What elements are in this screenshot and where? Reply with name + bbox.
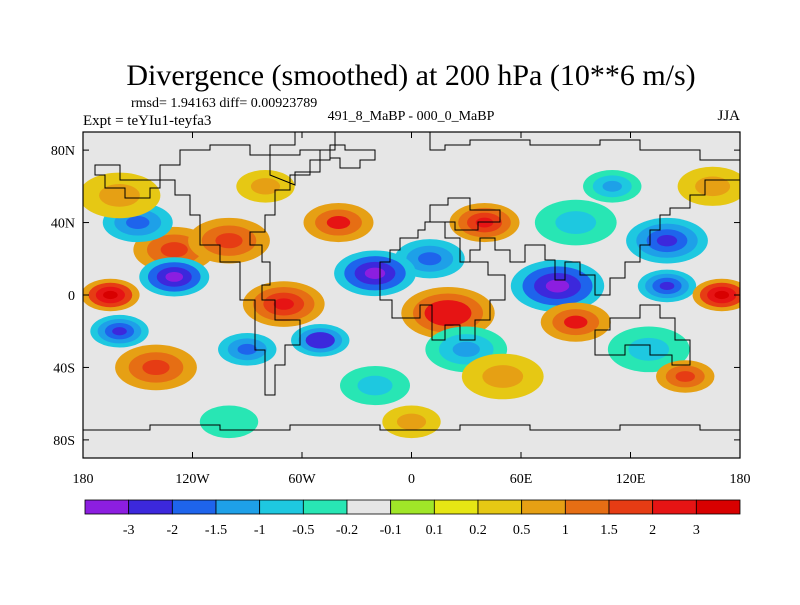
field-contour-22-3 — [312, 336, 328, 345]
field-contour-21-3 — [112, 327, 127, 336]
colorbar-swatch-3 — [215, 499, 261, 515]
field-contour-25-2 — [142, 359, 170, 376]
center-string: 491_8_MaBP - 000_0_MaBP — [328, 109, 495, 124]
x-tick-label-1: 120W — [175, 472, 210, 487]
colorbar-swatch-12 — [608, 499, 654, 515]
x-tick-label-3: 0 — [408, 472, 415, 487]
field-contour-9-1 — [695, 176, 731, 197]
field-contour-20-3 — [714, 290, 730, 300]
colorbar-label-3: -1 — [254, 523, 266, 538]
divergence-field — [83, 166, 740, 439]
field-contour-10-2 — [602, 180, 622, 192]
stats-line: rmsd= 1.94163 diff= 0.00923789 — [131, 96, 317, 111]
colorbar-swatch-13 — [652, 499, 697, 515]
field-contour-18-3 — [436, 306, 460, 320]
right-string: JJA — [717, 108, 740, 124]
x-tick-label-0: 180 — [73, 472, 94, 487]
colorbar-swatch-11 — [564, 499, 610, 515]
colorbar-swatch-0 — [84, 499, 130, 515]
field-contour-14-3 — [545, 279, 570, 293]
field-contour-2-2 — [126, 216, 150, 230]
field-contour-30-1 — [396, 413, 427, 430]
y-tick-label-4: 80S — [53, 434, 75, 449]
x-tick-label-2: 60W — [288, 472, 316, 487]
field-contour-28-2 — [675, 371, 695, 382]
colorbar-swatch-14 — [695, 499, 741, 515]
colorbar-swatch-4 — [259, 499, 304, 515]
y-tick-label-0: 80N — [51, 144, 75, 159]
x-tick-label-6: 180 — [730, 472, 751, 487]
colorbar-swatch-1 — [128, 499, 173, 515]
y-tick-label-3: 40S — [53, 361, 75, 376]
field-contour-8-1 — [555, 211, 597, 234]
left-string: Expt = teYIu1-teyfa3 — [83, 113, 211, 129]
colorbar-label-12: 2 — [649, 523, 656, 538]
field-contour-6-2 — [418, 252, 442, 266]
y-tick-label-2: 0 — [68, 289, 75, 304]
coastline-outline — [83, 132, 740, 431]
colorbar-label-11: 1.5 — [600, 523, 618, 538]
chart-title: Divergence (smoothed) at 200 hPa (10**6 … — [126, 59, 695, 92]
x-tick-label-4: 60E — [510, 472, 533, 487]
field-contour-5-3 — [475, 217, 494, 228]
colorbar-swatch-7 — [390, 499, 435, 515]
colorbar-label-1: -2 — [166, 523, 178, 538]
x-tick-label-5: 120E — [616, 472, 646, 487]
colorbar-swatch-2 — [171, 499, 217, 515]
field-contour-16-3 — [103, 290, 118, 300]
colorbar: -3 -2 -1.5 -1 -0.5 -0.2 -0.1 0.1 0.2 0.5 1 1.5 2 3 — [84, 499, 741, 538]
field-contour-1-2 — [215, 233, 243, 249]
field-contour-0-2 — [160, 242, 188, 258]
colorbar-label-10: 1 — [562, 523, 569, 538]
colorbar-swatch-8 — [433, 499, 479, 515]
colorbar-swatch-6 — [346, 499, 392, 515]
field-contour-17-3 — [273, 298, 294, 310]
field-contour-13-3 — [364, 267, 386, 279]
colorbar-label-0: -3 — [123, 523, 135, 538]
y-tick-label-1: 40N — [51, 217, 75, 232]
colorbar-swatch-5 — [302, 499, 348, 515]
field-contour-23-2 — [452, 341, 480, 357]
field-contour-19-2 — [564, 315, 588, 329]
colorbar-label-7: 0.1 — [426, 523, 444, 538]
field-contour-29-1 — [357, 375, 393, 396]
colorbar-label-6: -0.1 — [380, 523, 402, 538]
colorbar-swatch-9 — [477, 499, 523, 515]
x-axis: 180 120W 60W 0 60E 120E 180 — [73, 132, 751, 487]
field-contour-27-1 — [482, 365, 524, 388]
colorbar-label-4: -0.5 — [292, 523, 314, 538]
map-frame — [82, 131, 741, 459]
colorbar-label-2: -1.5 — [205, 523, 227, 538]
field-contour-26-2 — [237, 343, 257, 355]
colorbar-label-5: -0.2 — [336, 523, 358, 538]
colorbar-label-13: 3 — [693, 523, 700, 538]
field-contour-15-3 — [659, 281, 675, 291]
field-contour-31-1 — [214, 413, 244, 430]
colorbar-label-9: 0.5 — [513, 523, 531, 538]
field-contour-12-3 — [165, 271, 184, 282]
field-contour-4-2 — [326, 216, 351, 230]
field-contour-24-1 — [628, 337, 670, 361]
colorbar-label-8: 0.2 — [469, 523, 487, 538]
field-contour-11-1 — [250, 178, 281, 195]
colorbar-swatch-10 — [521, 499, 566, 515]
map-plot-area — [83, 132, 740, 458]
y-axis: 80N 40N 0 40S 80S — [51, 144, 740, 449]
field-contour-7-3 — [656, 234, 678, 247]
field-contour-3-1 — [99, 183, 140, 207]
